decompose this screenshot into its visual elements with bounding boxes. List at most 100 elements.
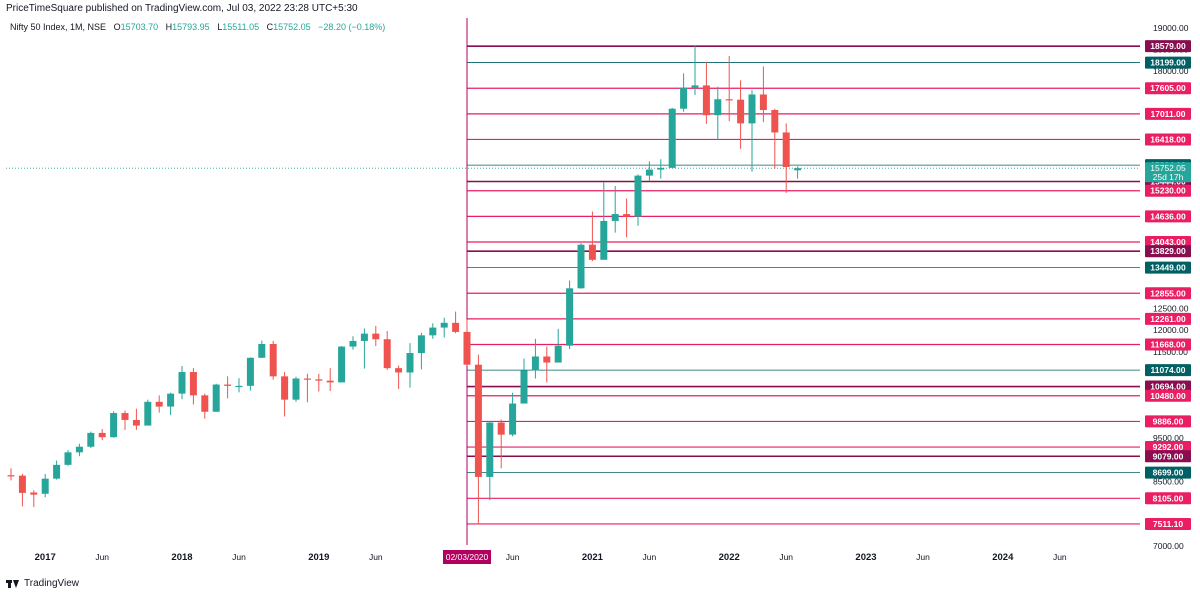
candle-2021-12[interactable]: [714, 86, 722, 140]
candle-2017-05[interactable]: [87, 431, 95, 449]
high-value: 15793.95: [172, 22, 210, 32]
candle-2021-05[interactable]: [634, 174, 642, 226]
candle-2019-06[interactable]: [372, 325, 380, 347]
candle-2019-10[interactable]: [417, 332, 425, 370]
candle-2018-04[interactable]: [212, 383, 220, 412]
candle-2018-08[interactable]: [258, 340, 266, 358]
level-badge-bg: [1145, 466, 1191, 479]
candle-2020-02[interactable]: [463, 319, 471, 366]
candle-2019-02[interactable]: [326, 368, 334, 392]
chart-area[interactable]: 7000.00 8500.00 9500.00 11500.00 12000.00 125…: [0, 18, 1200, 593]
candle-2020-11[interactable]: [566, 280, 574, 350]
price-chart[interactable]: 7000.00 8500.00 9500.00 11500.00 12000.00 125…: [0, 18, 1200, 576]
level-badge: 17011.00: [1145, 107, 1191, 120]
level-badge-bg: [1145, 338, 1191, 351]
candle-2021-11[interactable]: [702, 62, 710, 124]
level-badge: 15230.00: [1145, 184, 1191, 197]
price-tick-label: 9500.00: [1153, 433, 1184, 443]
candle-2021-02[interactable]: [600, 182, 608, 260]
candle-2017-10[interactable]: [144, 399, 152, 426]
candle-2021-01[interactable]: [588, 211, 596, 262]
candle-2017-03[interactable]: [64, 450, 72, 466]
level-badge-bg: [1145, 441, 1191, 454]
candle-2019-12[interactable]: [440, 317, 448, 338]
candle-2020-01[interactable]: [452, 311, 460, 334]
candle-2019-01[interactable]: [315, 373, 323, 392]
candle-2022-06[interactable]: [782, 123, 790, 193]
candle-2018-01[interactable]: [178, 365, 186, 400]
candle-2018-11[interactable]: [292, 376, 300, 402]
candle-body: [269, 343, 277, 377]
level-badge-text: 17011.00: [1151, 109, 1186, 119]
candle-2018-06[interactable]: [235, 378, 243, 393]
candle-2021-08[interactable]: [668, 107, 676, 168]
candle-2018-12[interactable]: [303, 373, 311, 403]
candle-2017-06[interactable]: [98, 429, 106, 441]
level-badge: 7511.10: [1145, 517, 1191, 530]
candle-2017-11[interactable]: [155, 395, 163, 413]
date-marker-badge[interactable]: 02/03/2020: [443, 550, 491, 564]
date-marker-badge-bg: [443, 550, 491, 564]
candle-2020-09[interactable]: [543, 346, 551, 383]
candle-2018-05[interactable]: [224, 376, 232, 399]
candle-2017-04[interactable]: [75, 443, 83, 457]
candle-2020-08[interactable]: [531, 338, 539, 379]
level-badge: 9292.00: [1145, 441, 1191, 454]
candle-body: [64, 452, 72, 465]
candle-2019-11[interactable]: [429, 323, 437, 339]
level-badge-bg: [1145, 107, 1191, 120]
candle-2017-01[interactable]: [41, 473, 49, 498]
candle-2020-04[interactable]: [486, 421, 494, 501]
level-badge: 18199.00: [1145, 56, 1191, 69]
candle-2017-09[interactable]: [132, 408, 140, 430]
candle-2019-09[interactable]: [406, 343, 414, 388]
candle-2022-04[interactable]: [759, 66, 767, 123]
candle-body: [794, 168, 802, 171]
candle-2017-08[interactable]: [121, 410, 129, 430]
candle-2018-03[interactable]: [201, 393, 209, 419]
candle-2022-05[interactable]: [771, 108, 779, 169]
candle-2021-04[interactable]: [623, 198, 631, 238]
candle-2017-07[interactable]: [110, 411, 118, 438]
candle-2020-12[interactable]: [577, 242, 585, 289]
candle-2021-03[interactable]: [611, 185, 619, 233]
candle-2018-09[interactable]: [269, 340, 277, 380]
candle-2016-11[interactable]: [18, 473, 26, 507]
candle-body: [144, 401, 152, 426]
level-badge: 16418.00: [1145, 133, 1191, 146]
candle-2021-09[interactable]: [680, 73, 688, 112]
candle-2016-10[interactable]: [7, 468, 15, 481]
candle-2020-06[interactable]: [509, 392, 517, 437]
candle-2018-02[interactable]: [189, 368, 197, 405]
candle-2020-05[interactable]: [497, 419, 505, 469]
candle-2017-02[interactable]: [53, 460, 61, 480]
level-badge: 18579.00: [1145, 40, 1191, 53]
time-tick-label: 2019: [308, 552, 329, 563]
candle-2018-10[interactable]: [281, 372, 289, 417]
candle-2019-07[interactable]: [383, 331, 391, 370]
candle-2022-02[interactable]: [737, 80, 745, 149]
candle-2019-04[interactable]: [349, 336, 357, 350]
candle-2022-07[interactable]: [794, 166, 802, 179]
ohlc-legend: Nifty 50 Index, 1M, NSE O15703.70 H15793…: [10, 22, 385, 32]
candle-2021-07[interactable]: [657, 159, 665, 179]
candle-body: [543, 356, 551, 363]
candle-2021-10[interactable]: [691, 45, 699, 95]
candle-2020-10[interactable]: [554, 328, 562, 363]
candle-2016-12[interactable]: [30, 490, 38, 508]
candle-2019-08[interactable]: [395, 365, 403, 389]
candles: [7, 45, 802, 524]
candle-body: [395, 368, 403, 373]
candle-2019-05[interactable]: [360, 328, 368, 369]
candle-2020-03[interactable]: [474, 354, 482, 524]
level-badge-text: 12855.00: [1150, 288, 1186, 298]
candle-2018-07[interactable]: [246, 357, 254, 391]
candle-2017-12[interactable]: [167, 392, 175, 416]
candle-2020-07[interactable]: [520, 358, 528, 404]
candle-2022-03[interactable]: [748, 90, 756, 172]
candle-2021-06[interactable]: [645, 161, 653, 182]
candle-2019-03[interactable]: [338, 346, 346, 383]
candle-2022-01[interactable]: [725, 56, 733, 122]
level-badge-text: 10694.00: [1150, 382, 1186, 392]
